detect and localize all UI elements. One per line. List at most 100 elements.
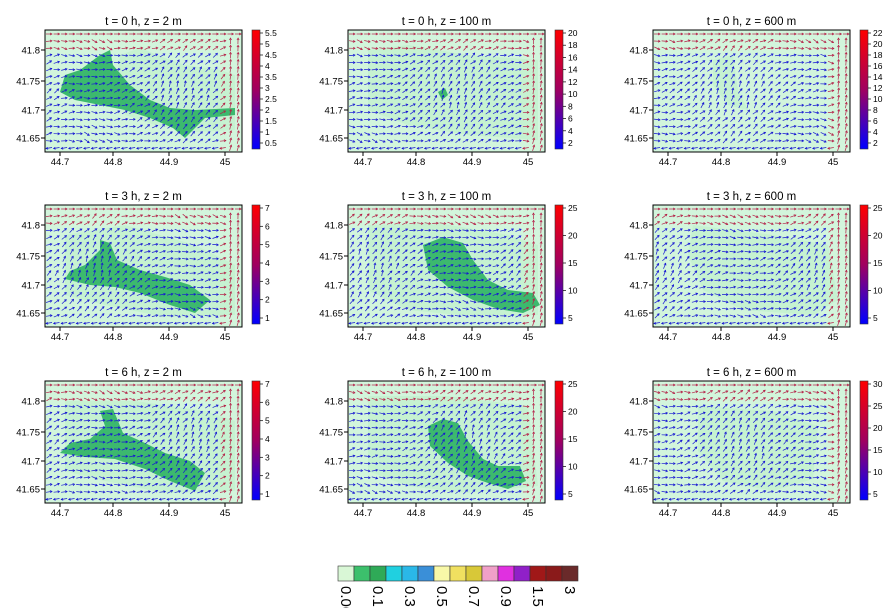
- wind-arrowhead: [710, 131, 714, 135]
- wind-arrow: [205, 46, 211, 51]
- wind-arrow: [175, 73, 180, 80]
- wind-arrow: [669, 103, 675, 107]
- wind-arrow: [477, 53, 484, 57]
- wind-arrowhead: [726, 32, 729, 36]
- wind-arrowhead: [694, 102, 698, 106]
- wind-arrowhead: [439, 146, 442, 150]
- wind-arrow: [53, 104, 60, 107]
- wind-arrow: [121, 133, 128, 135]
- wind-arrowhead: [770, 95, 773, 99]
- wind-arrow: [700, 81, 705, 87]
- wind-arrowhead: [367, 54, 371, 57]
- wind-arrow: [379, 54, 386, 57]
- wind-arrow: [692, 74, 698, 79]
- wind-arrow: [114, 110, 120, 115]
- wind-arrow: [182, 131, 188, 137]
- colorbar-tick-label: 5: [265, 39, 270, 49]
- wind-arrowhead: [457, 95, 461, 99]
- wind-arrowhead: [511, 103, 514, 106]
- wind-arrow: [121, 40, 128, 42]
- wind-arrow: [98, 76, 105, 78]
- wind-arrow: [492, 60, 499, 65]
- wind-arrow: [456, 109, 460, 116]
- wind-arrow: [160, 109, 165, 116]
- wind-arrow: [236, 137, 240, 144]
- wind-arrow: [532, 95, 535, 102]
- wind-arrow: [106, 89, 113, 93]
- wind-arrowhead: [731, 87, 735, 91]
- wind-arrowhead: [222, 102, 226, 106]
- wind-arrowhead: [724, 45, 728, 49]
- wind-arrow: [478, 67, 483, 73]
- wind-arrowhead: [368, 103, 371, 107]
- wind-arrow: [715, 73, 720, 80]
- wind-arrowhead: [147, 67, 151, 71]
- wind-arrowhead: [352, 75, 356, 79]
- wind-arrow: [161, 80, 164, 87]
- wind-arrowhead: [526, 68, 530, 71]
- wind-arrow: [197, 95, 203, 101]
- wind-arrow: [522, 147, 529, 149]
- wind-arrowhead: [716, 73, 720, 77]
- wind-arrow: [159, 60, 166, 65]
- wind-arrowhead: [695, 32, 699, 36]
- wind-arrowhead: [140, 39, 144, 43]
- wind-arrowhead: [763, 131, 767, 135]
- wind-arrowhead: [665, 32, 669, 36]
- wind-arrowhead: [72, 68, 76, 72]
- wind-arrowhead: [481, 53, 484, 57]
- wind-arrow: [168, 95, 172, 101]
- wind-arrow: [167, 39, 173, 43]
- wind-arrow: [204, 147, 211, 149]
- wind-arrowhead: [155, 139, 159, 143]
- wind-arrow: [692, 81, 698, 86]
- wind-arrowhead: [117, 117, 121, 121]
- colorbar-tick-label: 10: [873, 94, 883, 104]
- wind-arrowhead: [672, 95, 675, 99]
- wind-arrowhead: [442, 109, 445, 112]
- wind-arrowhead: [695, 117, 699, 121]
- wind-arrow: [470, 139, 476, 143]
- wind-arrowhead: [701, 80, 705, 84]
- wind-arrow: [160, 117, 165, 122]
- wind-arrowhead: [511, 96, 514, 99]
- wind-arrow: [782, 111, 789, 114]
- wind-arrowhead: [665, 67, 669, 71]
- wind-arrow: [752, 110, 758, 115]
- wind-arrowhead: [511, 74, 515, 78]
- y-tick-label: 41.7: [325, 281, 344, 292]
- wind-arrow: [760, 117, 766, 122]
- wind-arrow: [425, 67, 431, 72]
- wind-arrowhead: [161, 66, 165, 70]
- wind-arrowhead: [511, 89, 515, 92]
- wind-arrow: [46, 132, 52, 136]
- wind-arrowhead: [352, 89, 356, 93]
- wind-arrowhead: [495, 95, 498, 98]
- wind-arrow: [356, 111, 363, 114]
- wind-arrowhead: [450, 59, 453, 63]
- wind-arrowhead: [397, 103, 401, 106]
- wind-arrowhead: [419, 102, 423, 106]
- wind-arrow: [455, 95, 461, 101]
- wind-arrowhead: [359, 140, 363, 143]
- wind-arrowhead: [732, 73, 735, 77]
- wind-arrow: [152, 60, 158, 65]
- wind-arrowhead: [503, 124, 507, 128]
- wind-arrow: [775, 81, 781, 86]
- wind-arrow: [768, 88, 773, 94]
- wind-arrowhead: [664, 89, 668, 92]
- wind-arrowhead: [109, 82, 113, 85]
- wind-arrow: [752, 139, 759, 143]
- wind-arrowhead: [200, 124, 204, 128]
- wind-arrowhead: [64, 124, 68, 128]
- wind-arrow: [532, 130, 535, 137]
- wind-arrow: [540, 95, 542, 102]
- wind-arrow: [722, 117, 728, 122]
- wind-arrow: [455, 67, 461, 72]
- wind-arrow: [669, 61, 676, 64]
- wind-arrow: [723, 102, 727, 109]
- wind-arrow: [532, 80, 535, 87]
- wind-arrow: [45, 147, 53, 149]
- wind-arrowhead: [458, 46, 462, 49]
- wind-arrowhead: [412, 131, 416, 135]
